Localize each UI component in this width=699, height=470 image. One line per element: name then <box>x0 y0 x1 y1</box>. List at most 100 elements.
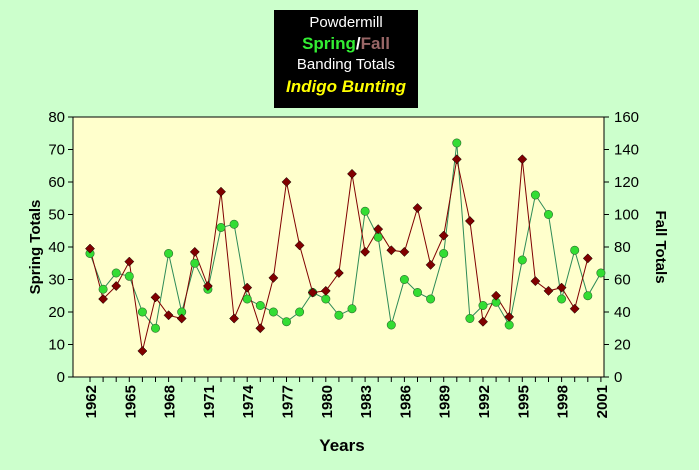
spring-data-point <box>517 255 527 265</box>
spring-data-point <box>530 190 540 200</box>
y-left-tick-label: 70 <box>48 142 65 159</box>
y-left-tick-label: 0 <box>57 369 65 386</box>
fall-data-point <box>360 246 371 257</box>
y-axis-label-right: Fall Totals <box>652 210 669 283</box>
spring-data-point <box>268 307 278 317</box>
fall-data-point <box>438 230 449 241</box>
fall-data-point <box>307 287 318 298</box>
fall-data-point <box>202 281 213 291</box>
fall-data-point <box>517 154 528 165</box>
spring-data-point <box>452 138 462 148</box>
spring-data-point <box>255 300 265 310</box>
y-right-tick-label: 0 <box>614 369 622 386</box>
spring-data-point <box>465 313 475 323</box>
series-line-spring <box>89 142 602 330</box>
spring-data-point <box>412 287 422 297</box>
title-fall-word: Fall <box>360 34 390 53</box>
fall-data-point <box>85 243 95 254</box>
x-tick-label: 1995 <box>515 385 532 418</box>
chart-title-box: Powdermill Spring/Fall Banding Totals In… <box>274 10 418 108</box>
fall-data-point <box>163 310 174 321</box>
y-right-tick-label: 120 <box>614 174 639 191</box>
x-tick-label: 1989 <box>437 385 454 418</box>
fall-data-point <box>373 224 384 235</box>
y-left-tick-label: 80 <box>48 109 65 126</box>
spring-data-point <box>124 271 134 281</box>
chart-title-line1: Powdermill <box>309 14 383 31</box>
fall-data-point <box>268 272 279 283</box>
spring-data-point <box>439 249 449 259</box>
spring-data-point <box>321 294 331 304</box>
spring-data-point <box>399 274 409 284</box>
fall-data-point <box>451 154 462 165</box>
y-right-tick-label: 160 <box>614 109 639 126</box>
fall-data-point <box>150 292 161 303</box>
spring-data-point <box>137 307 147 317</box>
spring-data-point <box>151 323 161 333</box>
plot-area <box>72 116 605 378</box>
y-left-tick-label: 60 <box>48 174 65 191</box>
spring-data-point <box>190 258 200 268</box>
fall-data-point <box>491 290 502 301</box>
x-tick-label: 1983 <box>358 385 375 418</box>
spring-data-point <box>334 310 344 320</box>
fall-data-point <box>543 285 554 296</box>
spring-data-point <box>478 300 488 310</box>
fall-data-point <box>504 311 515 322</box>
fall-data-point <box>281 177 292 187</box>
y-right-tick-label: 80 <box>614 239 631 256</box>
x-tick-label: 1965 <box>122 385 139 418</box>
fall-data-point <box>412 203 423 213</box>
spring-data-point <box>504 320 514 330</box>
fall-data-point <box>255 323 266 334</box>
spring-data-point <box>596 268 606 278</box>
spring-data-point <box>98 284 108 294</box>
fall-data-point <box>464 216 475 226</box>
spring-data-point <box>164 249 174 259</box>
fall-data-point <box>320 285 331 296</box>
fall-data-point <box>425 259 436 270</box>
spring-data-point <box>386 320 396 330</box>
fall-data-point <box>399 246 410 257</box>
fall-data-point <box>137 346 148 356</box>
title-spring-word: Spring <box>302 34 356 53</box>
fall-data-point <box>294 240 305 251</box>
fall-data-point <box>556 282 567 293</box>
y-left-tick-label: 30 <box>48 272 65 289</box>
chart-title-line3: Banding Totals <box>296 56 396 73</box>
spring-data-point <box>295 307 305 317</box>
spring-data-point <box>347 304 357 314</box>
y-right-tick-label: 20 <box>614 337 631 354</box>
spring-data-point <box>543 210 553 220</box>
y-right-tick-label: 40 <box>614 304 631 321</box>
fall-data-point <box>530 276 541 287</box>
fall-data-point <box>242 282 253 293</box>
x-tick-label: 1980 <box>319 385 336 418</box>
spring-data-point <box>242 294 252 304</box>
x-tick-label: 1968 <box>162 385 179 418</box>
spring-data-point <box>373 232 383 242</box>
y-left-tick-label: 50 <box>48 207 65 224</box>
fall-data-point <box>229 313 240 324</box>
y-right-tick-label: 100 <box>614 207 639 224</box>
y-left-tick-label: 20 <box>48 304 65 321</box>
spring-data-point <box>360 206 370 216</box>
spring-data-point <box>216 223 226 233</box>
spring-data-point <box>111 268 121 278</box>
x-tick-label: 1998 <box>555 385 572 418</box>
fall-data-point <box>582 253 593 264</box>
fall-data-point <box>216 186 226 197</box>
chart-title-line4: Indigo Bunting <box>286 77 406 96</box>
fall-data-point <box>347 168 357 179</box>
chart-title-line2: Spring/Fall <box>274 32 418 56</box>
x-tick-label: 1992 <box>476 385 493 418</box>
x-tick-label: 1986 <box>397 385 414 418</box>
x-tick-label: 1974 <box>240 384 257 418</box>
x-tick-label: 1977 <box>280 385 297 418</box>
spring-data-point <box>583 291 593 301</box>
title-separator: / <box>355 34 361 53</box>
spring-data-point <box>281 317 291 327</box>
spring-data-point <box>570 245 580 255</box>
y-right-tick-label: 60 <box>614 272 631 289</box>
spring-data-point <box>557 294 567 304</box>
